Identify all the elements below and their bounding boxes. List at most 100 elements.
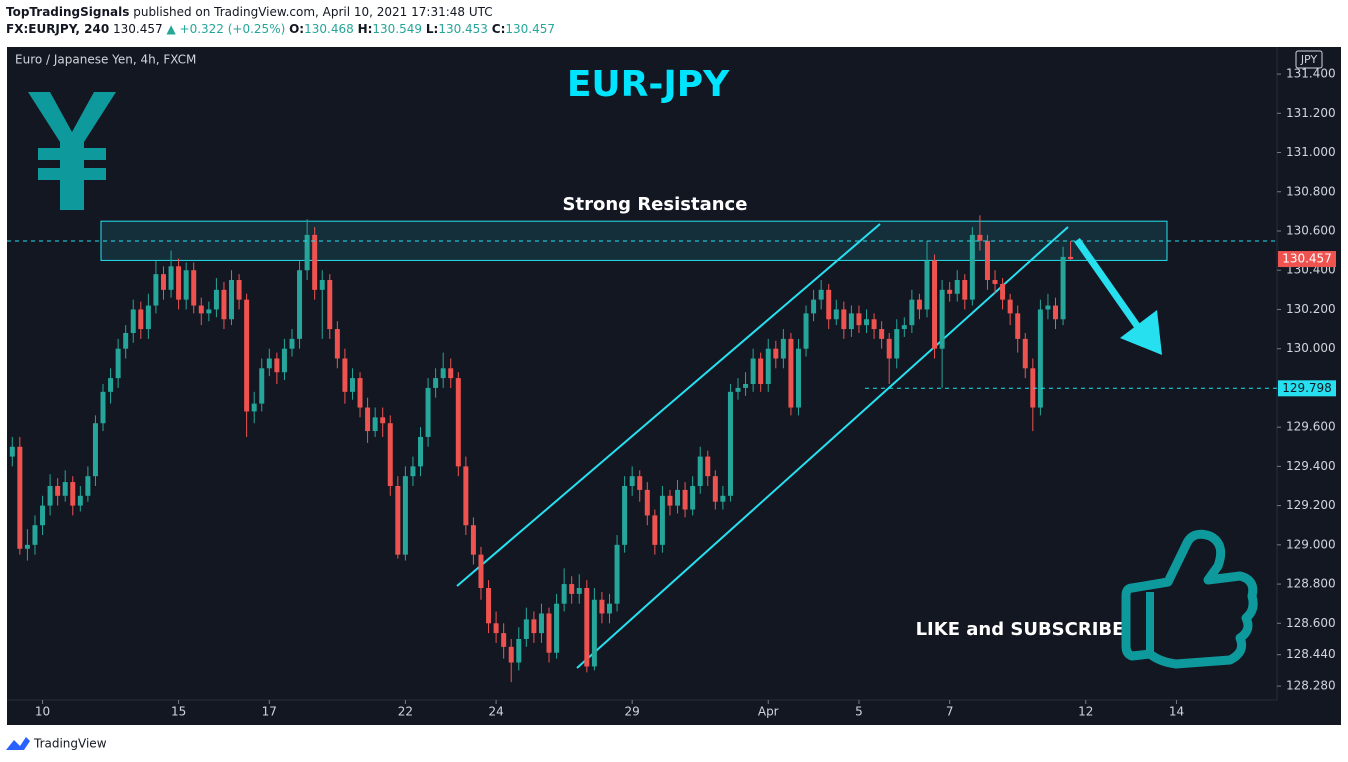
candle-body — [947, 289, 953, 294]
candle-body — [274, 358, 280, 373]
candle-body — [365, 407, 371, 432]
candle-body — [916, 299, 922, 310]
candle-body — [455, 378, 461, 467]
candle-body — [183, 270, 189, 300]
currency: JPY — [1300, 53, 1318, 66]
candle-body — [259, 368, 265, 404]
candle-body — [508, 646, 514, 663]
candle-body — [803, 313, 809, 349]
x-tick-label: 12 — [1078, 705, 1093, 719]
candle-body — [153, 274, 159, 306]
down-arrow — [1074, 237, 1162, 355]
candle-body — [969, 234, 975, 300]
candle-body — [523, 619, 529, 639]
candle-body — [168, 266, 174, 290]
chart-subtitle: Euro / Japanese Yen, 4h, FXCM — [15, 53, 196, 67]
x-tick-label: 7 — [946, 705, 954, 719]
candle-body — [198, 305, 204, 314]
candle-body — [546, 613, 552, 653]
y-tick-label: 130.800 — [1286, 184, 1336, 198]
candle-body — [516, 638, 522, 663]
candle-body — [826, 289, 832, 320]
candle-body — [138, 309, 144, 330]
candle-body — [659, 495, 665, 545]
last-price-label: 130.457 — [1282, 252, 1332, 266]
last: 130.457 — [113, 22, 163, 36]
candle-body — [924, 260, 930, 310]
candle-body — [856, 313, 862, 326]
y-tick-label: 129.400 — [1286, 459, 1336, 473]
candle-body — [538, 613, 544, 634]
candle-body — [697, 456, 703, 486]
candle-body — [1030, 368, 1036, 408]
candle-body — [100, 391, 106, 424]
candle-body — [848, 313, 854, 330]
y-tick-label: 129.600 — [1286, 420, 1336, 434]
candle-body — [864, 319, 870, 326]
candle-body — [395, 485, 401, 555]
candle-body — [599, 599, 605, 614]
candle-body — [569, 584, 575, 594]
candle-body — [145, 305, 151, 330]
y-tick-label: 128.280 — [1286, 679, 1336, 693]
candle-body — [478, 554, 484, 588]
candle-body — [901, 325, 907, 330]
candle-body — [727, 391, 733, 496]
x-tick-label: 22 — [398, 705, 413, 719]
channel-top — [456, 223, 881, 587]
candle-body — [629, 476, 635, 486]
candle-body — [244, 299, 250, 412]
candle-body — [1007, 299, 1013, 314]
chart-bg — [7, 47, 1341, 725]
candle-body — [176, 266, 182, 300]
y-tick-label: 131.400 — [1286, 67, 1336, 81]
candle-body — [372, 417, 378, 432]
published: published on TradingView.com, April 10, … — [133, 5, 493, 19]
candle-body — [281, 348, 287, 373]
y-tick-label: 128.800 — [1286, 577, 1336, 591]
yen-glyph — [28, 92, 116, 210]
candle-body — [501, 633, 507, 647]
o-label: O: — [289, 22, 305, 36]
change: ▲ +0.322 (+0.25%) — [166, 22, 286, 36]
thumbs-up-icon — [1121, 529, 1258, 669]
candle-body — [780, 338, 786, 359]
candle-body — [342, 358, 348, 392]
x-tick-label: 14 — [1169, 705, 1184, 719]
candle-body — [55, 485, 61, 496]
candle-body — [9, 446, 15, 457]
x-tick-label: 15 — [171, 705, 186, 719]
candle-body — [40, 505, 46, 526]
candle-body — [962, 280, 968, 300]
candle-body — [606, 603, 612, 614]
candle-body — [130, 309, 136, 333]
candle-body — [750, 358, 756, 384]
candle-body — [349, 378, 355, 392]
candle-body — [652, 515, 658, 545]
x-tick-label: 24 — [488, 705, 503, 719]
candle-body — [327, 280, 333, 330]
candle-body — [977, 234, 983, 241]
candle-body — [433, 378, 439, 388]
candle-body — [32, 525, 38, 545]
resistance-label: Strong Resistance — [563, 194, 748, 215]
candle-body — [554, 603, 560, 653]
candle-body — [334, 329, 340, 359]
candle-body — [833, 309, 839, 320]
candle-body — [720, 495, 726, 502]
candle-body — [304, 234, 310, 271]
candle-body — [402, 476, 408, 555]
candle-body — [932, 260, 938, 349]
candle-body — [251, 403, 257, 412]
change-value: +0.322 (+0.25%) — [179, 22, 286, 36]
candle-body — [17, 446, 23, 549]
candle-body — [894, 329, 900, 359]
level-label: 129.798 — [1282, 381, 1332, 395]
y-tick-label: 129.000 — [1286, 537, 1336, 551]
candle-body — [160, 274, 166, 290]
candle-body — [319, 280, 325, 290]
candle-body — [879, 329, 885, 339]
candle-body — [841, 309, 847, 330]
